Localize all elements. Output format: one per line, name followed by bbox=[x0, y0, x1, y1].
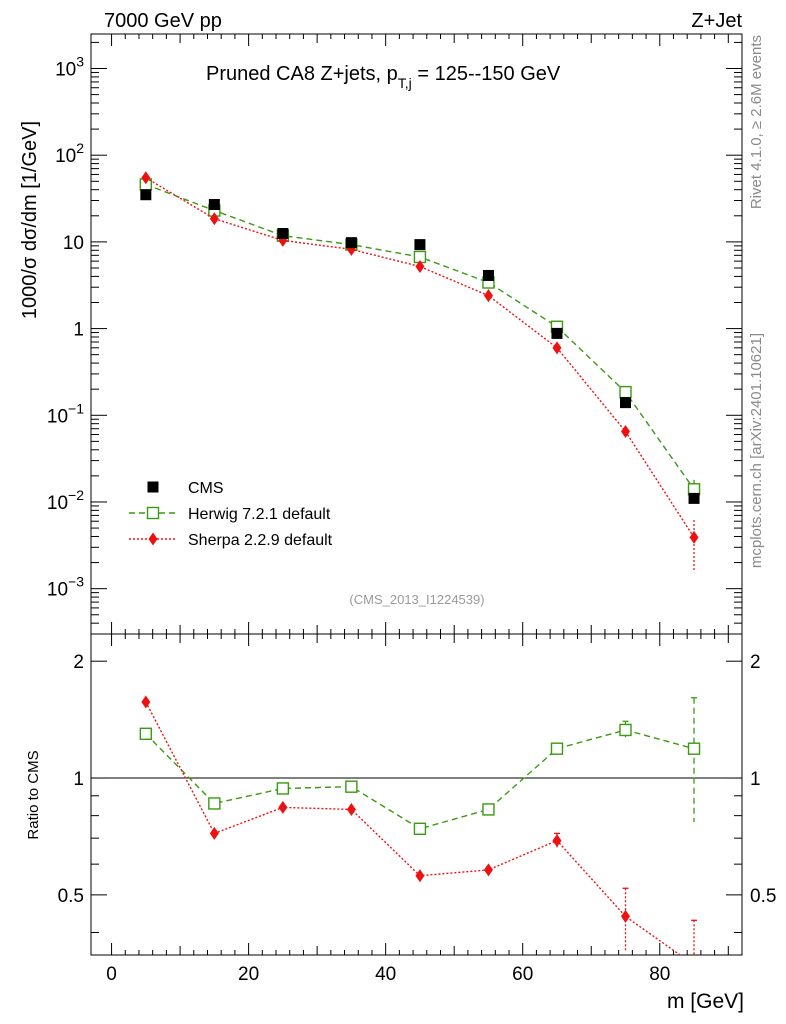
legend-cms-label: CMS bbox=[188, 480, 224, 497]
sherpa-ratio-point bbox=[278, 800, 288, 814]
header-right-label: Z+Jet bbox=[691, 10, 742, 32]
legend-sherpa-marker bbox=[148, 532, 158, 546]
ratio-y-tick-label: 0.5 bbox=[58, 886, 84, 907]
main-y-axis-label: 1000/σ dσ/dm [1/GeV] bbox=[19, 121, 41, 319]
chart-title-main: Pruned CA8 Z+jets, p bbox=[206, 63, 398, 85]
sherpa-ratio-point bbox=[690, 958, 699, 971]
ratio-series bbox=[139, 695, 701, 971]
x-tick-label: 60 bbox=[512, 964, 533, 985]
ratio-y-tick-label-right: 2 bbox=[750, 652, 761, 673]
cms-main-point bbox=[414, 239, 426, 251]
main-y-tick-label: 10−2 bbox=[47, 487, 84, 514]
sherpa-ratio-point bbox=[141, 695, 151, 709]
sherpa-ratio-point bbox=[415, 869, 425, 883]
x-tick-label: 80 bbox=[649, 964, 670, 985]
main-y-tick-label: 10 bbox=[63, 233, 84, 254]
legend: CMS Herwig 7.2.1 default Sherpa 2.2.9 defa… bbox=[129, 480, 333, 549]
cms-main-point bbox=[482, 269, 494, 281]
herwig-ratio-point bbox=[345, 780, 358, 793]
ratio-plot-frame bbox=[90, 633, 743, 956]
sherpa-main-point bbox=[141, 171, 151, 185]
sherpa-main-point bbox=[483, 289, 493, 303]
legend-herwig-label: Herwig 7.2.1 default bbox=[188, 506, 331, 523]
cms-main-point bbox=[620, 397, 632, 409]
herwig-ratio-point bbox=[208, 797, 221, 810]
herwig-main-line bbox=[145, 183, 695, 490]
sherpa-main-point bbox=[209, 212, 219, 226]
ratio-series-clipped bbox=[139, 695, 701, 971]
herwig-ratio-line bbox=[145, 729, 695, 830]
analysis-label: (CMS_2013_I1224539) bbox=[349, 592, 484, 607]
chart-title: Pruned CA8 Z+jets, pT,j = 125--150 GeV bbox=[206, 63, 561, 91]
cms-main-point bbox=[551, 327, 563, 339]
cms-main-point bbox=[688, 492, 700, 504]
sherpa-ratio-point bbox=[621, 909, 631, 923]
plot-frames bbox=[90, 33, 743, 956]
cms-main-point bbox=[277, 227, 289, 239]
chart-title-rest: = 125--150 GeV bbox=[412, 63, 561, 85]
ratio-y-axis-label: Ratio to CMS bbox=[25, 750, 42, 839]
x-tick-label: 20 bbox=[238, 964, 259, 985]
ratio-y-tick-label-right: 0.5 bbox=[750, 886, 776, 907]
main-y-tick-label: 10−1 bbox=[47, 400, 84, 427]
axis-ticks bbox=[91, 34, 742, 955]
sherpa-ratio-point bbox=[346, 802, 356, 816]
main-y-tick-label: 102 bbox=[55, 140, 84, 167]
chart-title-sub: T,j bbox=[398, 75, 412, 91]
sherpa-ratio-point bbox=[483, 863, 493, 877]
herwig-ratio-point bbox=[687, 742, 701, 755]
main-series bbox=[139, 171, 701, 571]
legend-sherpa-label: Sherpa 2.2.9 default bbox=[188, 532, 333, 549]
herwig-ratio-point bbox=[276, 782, 290, 795]
herwig-ratio-point bbox=[482, 803, 495, 816]
ratio-y-tick-label: 1 bbox=[73, 769, 84, 790]
herwig-ratio-point bbox=[619, 723, 632, 737]
ratio-y-tick-label: 2 bbox=[73, 652, 84, 673]
sherpa-ratio-point bbox=[209, 826, 219, 840]
x-tick-label: 0 bbox=[106, 964, 117, 985]
rivet-version-label: Rivet 4.1.0, ≥ 2.6M events bbox=[748, 35, 765, 209]
main-y-tick-label: 10−3 bbox=[47, 574, 84, 601]
main-y-tick-label: 103 bbox=[55, 53, 84, 80]
sherpa-main-point bbox=[552, 341, 562, 355]
cms-main-point bbox=[208, 198, 220, 210]
x-tick-label: 40 bbox=[375, 964, 396, 985]
cms-main-point bbox=[140, 189, 152, 201]
ratio-y-tick-label-right: 1 bbox=[750, 769, 761, 790]
legend-cms-marker bbox=[147, 481, 159, 493]
herwig-ratio-point bbox=[413, 822, 427, 835]
legend-herwig-marker bbox=[146, 506, 160, 520]
sherpa-main-point bbox=[689, 530, 699, 544]
cms-main-point bbox=[345, 237, 357, 249]
main-y-tick-label: 1 bbox=[73, 320, 84, 341]
header-left-label: 7000 GeV pp bbox=[104, 10, 222, 32]
mcplots-label: mcplots.cern.ch [arXiv:2401.10621] bbox=[748, 333, 765, 568]
sherpa-ratio-point bbox=[552, 834, 562, 848]
x-axis-label: m [GeV] bbox=[667, 990, 744, 1013]
herwig-ratio-point bbox=[550, 742, 564, 755]
herwig-main-point bbox=[619, 385, 632, 399]
sherpa-main-line bbox=[145, 177, 695, 538]
sherpa-main-point bbox=[415, 260, 425, 274]
sherpa-main-point bbox=[621, 424, 631, 438]
herwig-ratio-point bbox=[139, 727, 153, 741]
